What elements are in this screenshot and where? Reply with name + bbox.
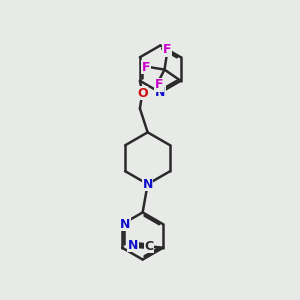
Text: C: C	[144, 240, 154, 253]
Text: O: O	[137, 87, 148, 100]
Text: N: N	[155, 86, 166, 99]
Text: F: F	[141, 61, 150, 74]
Text: N: N	[120, 218, 130, 231]
Text: N: N	[142, 178, 153, 191]
Text: N: N	[128, 238, 138, 252]
Text: F: F	[155, 78, 164, 91]
Text: F: F	[163, 43, 171, 56]
